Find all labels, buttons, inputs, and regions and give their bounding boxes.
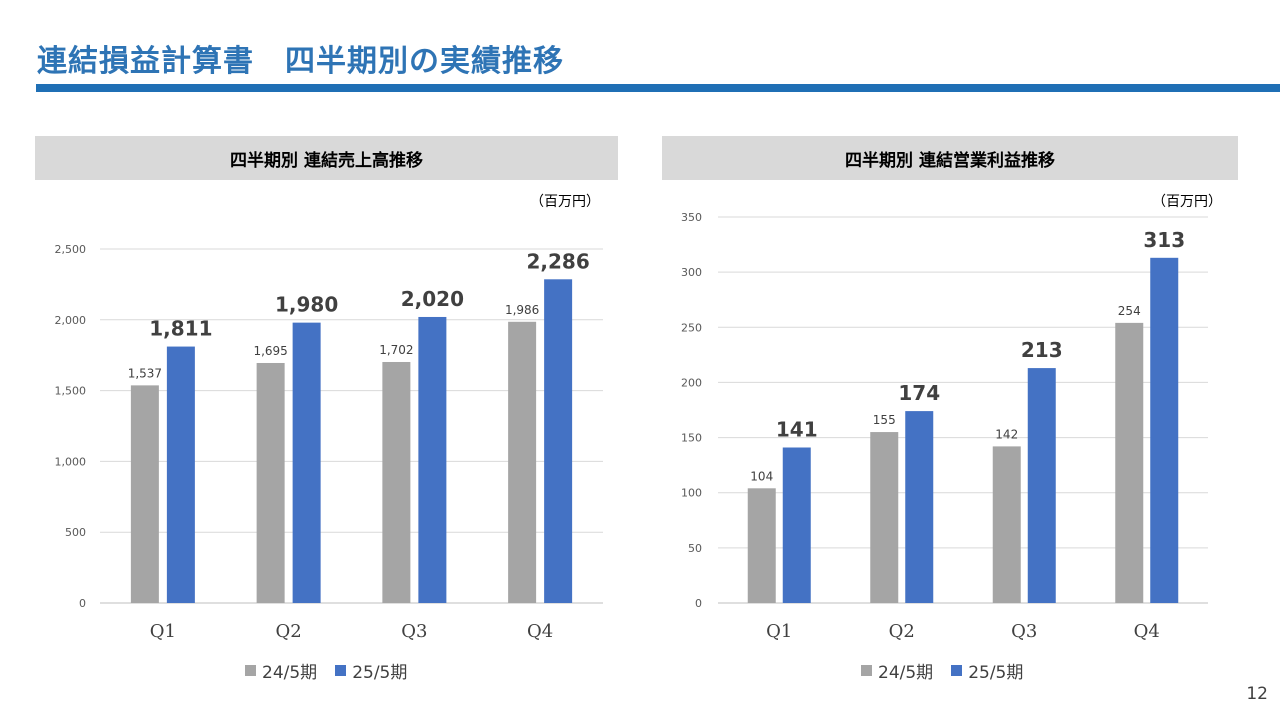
data-label-prev-year: 254 bbox=[1118, 304, 1141, 318]
y-tick-label: 0 bbox=[695, 597, 702, 610]
data-label-current-year: 313 bbox=[1143, 228, 1185, 252]
data-label-current-year: 174 bbox=[898, 381, 940, 405]
bar-prev-year bbox=[256, 362, 285, 603]
legend-swatch-cur bbox=[335, 665, 347, 676]
sales-unit-label: （百万円） bbox=[530, 194, 600, 210]
y-tick-label: 300 bbox=[681, 266, 702, 279]
y-tick-label: 1,500 bbox=[55, 385, 87, 398]
y-tick-label: 150 bbox=[681, 432, 702, 445]
profit-legend: 24/5期 25/5期 bbox=[861, 658, 1033, 683]
data-label-prev-year: 1,695 bbox=[253, 344, 287, 358]
y-tick-label: 250 bbox=[681, 321, 702, 334]
bar-current-year bbox=[166, 346, 195, 603]
legend-item-cur: 25/5期 bbox=[951, 658, 1023, 683]
bar-current-year bbox=[905, 411, 934, 603]
data-label-prev-year: 1,702 bbox=[379, 343, 413, 357]
bar-current-year bbox=[782, 447, 811, 603]
y-tick-label: 500 bbox=[65, 526, 86, 539]
x-category-label: Q4 bbox=[1134, 621, 1160, 642]
profit-chart-title: 四半期別 連結営業利益推移 bbox=[845, 150, 1055, 171]
data-label-prev-year: 155 bbox=[873, 413, 896, 427]
bar-current-year bbox=[292, 322, 321, 603]
y-tick-label: 1,000 bbox=[55, 455, 87, 468]
bar-prev-year bbox=[747, 488, 776, 603]
y-tick-label: 2,000 bbox=[55, 314, 87, 327]
bar-prev-year bbox=[508, 321, 537, 603]
x-category-label: Q2 bbox=[889, 621, 915, 642]
x-category-label: Q3 bbox=[401, 621, 427, 642]
sales-legend: 24/5期 25/5期 bbox=[245, 658, 417, 683]
data-label-current-year: 141 bbox=[776, 417, 818, 441]
bar-prev-year bbox=[992, 446, 1021, 603]
bar-current-year bbox=[544, 279, 573, 603]
bar-current-year bbox=[1150, 257, 1179, 603]
x-category-label: Q1 bbox=[766, 621, 792, 642]
y-tick-label: 350 bbox=[681, 211, 702, 224]
legend-item-cur: 25/5期 bbox=[335, 658, 407, 683]
sales-chart-title: 四半期別 連結売上高推移 bbox=[230, 150, 423, 171]
legend-swatch-prev bbox=[861, 665, 872, 676]
legend-label-prev: 24/5期 bbox=[878, 663, 934, 683]
bar-prev-year bbox=[130, 385, 159, 603]
legend-swatch-cur bbox=[951, 665, 963, 676]
data-label-current-year: 1,811 bbox=[149, 317, 212, 341]
y-tick-label: 100 bbox=[681, 487, 702, 500]
x-category-label: Q4 bbox=[527, 621, 553, 642]
slide-title: 連結損益計算書 四半期別の実績推移 bbox=[37, 44, 564, 79]
legend-swatch-prev bbox=[245, 665, 256, 676]
data-label-current-year: 2,020 bbox=[401, 287, 464, 311]
data-label-prev-year: 104 bbox=[750, 469, 773, 483]
y-tick-label: 50 bbox=[688, 542, 702, 555]
x-category-label: Q1 bbox=[150, 621, 176, 642]
legend-item-prev: 24/5期 bbox=[861, 658, 933, 683]
y-tick-label: 0 bbox=[79, 597, 86, 610]
sales-chart-header: 四半期別 連結売上高推移 bbox=[35, 136, 618, 180]
profit-unit-label: （百万円） bbox=[1152, 194, 1222, 210]
legend-label-cur: 25/5期 bbox=[352, 663, 408, 683]
data-label-prev-year: 1,537 bbox=[128, 366, 162, 380]
data-label-prev-year: 142 bbox=[995, 427, 1018, 441]
data-label-current-year: 213 bbox=[1021, 338, 1063, 362]
y-tick-label: 200 bbox=[681, 376, 702, 389]
profit-chart-header: 四半期別 連結営業利益推移 bbox=[662, 136, 1238, 180]
bar-prev-year bbox=[382, 361, 411, 603]
data-label-current-year: 2,286 bbox=[526, 249, 589, 273]
data-label-prev-year: 1,986 bbox=[505, 303, 539, 317]
data-label-current-year: 1,980 bbox=[275, 293, 338, 317]
legend-label-cur: 25/5期 bbox=[968, 663, 1024, 683]
bar-prev-year bbox=[870, 432, 899, 603]
bar-current-year bbox=[418, 316, 447, 603]
bar-current-year bbox=[1027, 368, 1056, 603]
page-number: 12 bbox=[1246, 684, 1268, 704]
legend-item-prev: 24/5期 bbox=[245, 658, 317, 683]
bar-prev-year bbox=[1115, 322, 1144, 603]
legend-label-prev: 24/5期 bbox=[262, 663, 318, 683]
x-category-label: Q2 bbox=[276, 621, 302, 642]
x-category-label: Q3 bbox=[1011, 621, 1037, 642]
y-tick-label: 2,500 bbox=[55, 243, 87, 256]
title-rule bbox=[36, 84, 1280, 92]
